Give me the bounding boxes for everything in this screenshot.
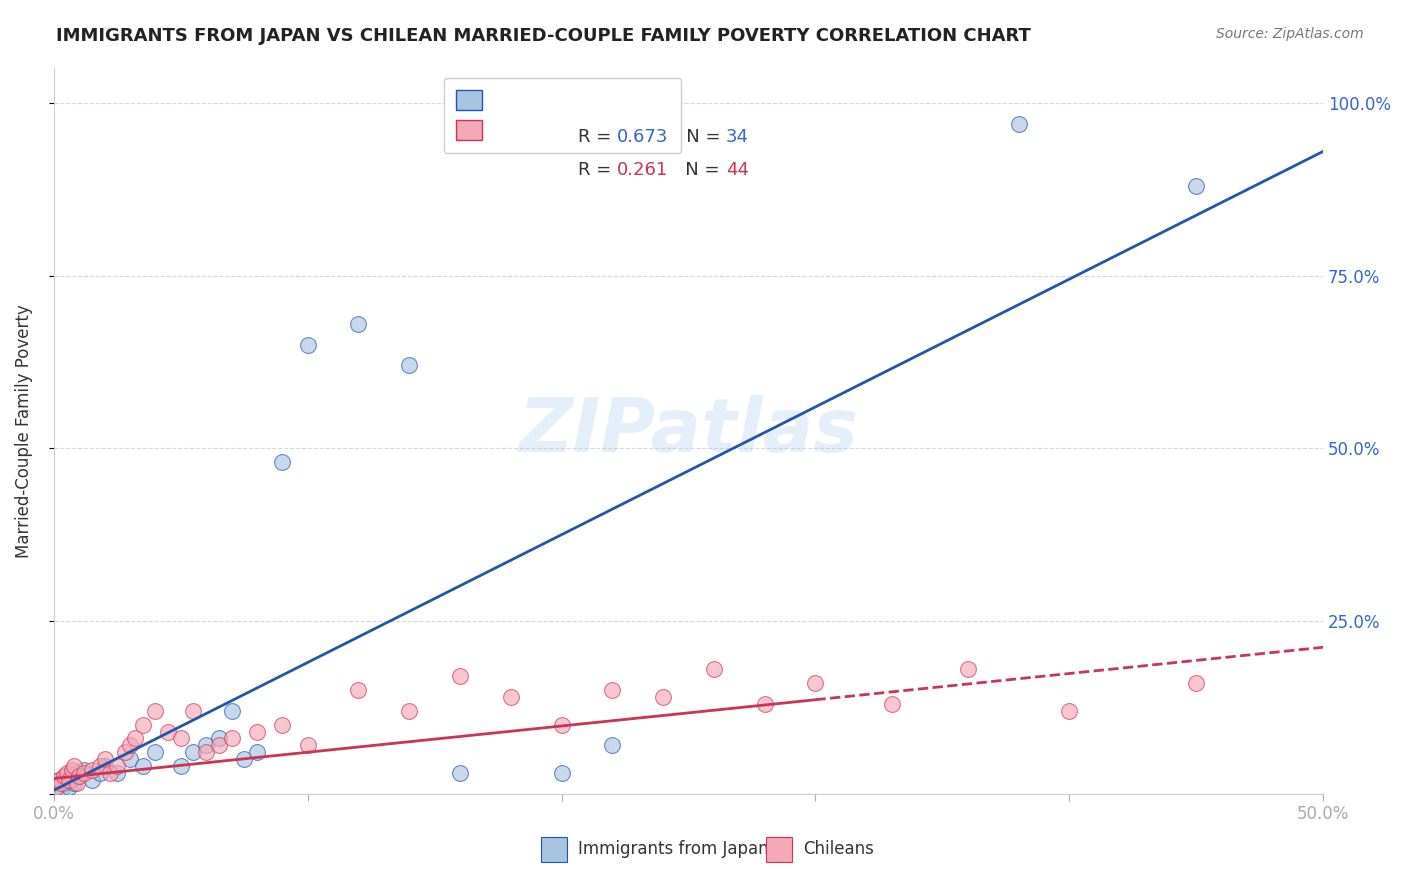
Point [602,739,624,753]
Legend:                               ,                               : , [444,78,681,153]
Text: N =: N = [668,128,725,146]
Point [55,766,77,780]
Point [297,739,319,753]
Text: Chileans: Chileans [803,840,873,858]
Y-axis label: Married-Couple Family Poverty: Married-Couple Family Poverty [15,304,32,558]
Point [208,731,231,746]
Point [145,745,167,759]
Point [93,752,115,766]
Point [73,766,96,780]
Point [1059,704,1081,718]
Point [67,769,90,783]
Point [449,766,471,780]
Point [703,662,725,676]
Text: ZIPatlas: ZIPatlas [519,394,859,467]
Point [53,769,76,783]
Point [398,359,420,373]
Text: 44: 44 [725,161,748,179]
Point [105,759,128,773]
Point [1007,117,1029,131]
Point [89,759,111,773]
Point [271,717,294,731]
Point [67,769,90,783]
Point [499,690,522,704]
Point [118,752,141,766]
Point [51,776,73,790]
Text: Immigrants from Japan: Immigrants from Japan [578,840,769,858]
Point [195,745,218,759]
Point [221,704,243,718]
Point [347,317,370,331]
Point [880,697,903,711]
Point [58,780,80,794]
Point [80,763,103,777]
Point [55,769,77,783]
Point [89,766,111,780]
Point [80,772,103,787]
Point [63,759,86,773]
Point [118,739,141,753]
Point [297,338,319,352]
Text: R =: R = [578,161,617,179]
Point [58,772,80,787]
Point [63,776,86,790]
Point [60,763,83,777]
Point [131,759,153,773]
Point [956,662,979,676]
Point [1185,676,1208,690]
Point [157,724,180,739]
Point [48,772,70,787]
Point [105,766,128,780]
Point [98,766,121,780]
Point [145,704,167,718]
Point [271,455,294,469]
Point [183,704,205,718]
Point [246,745,269,759]
Point [1185,178,1208,193]
Point [754,697,776,711]
Point [60,772,83,787]
Point [195,739,218,753]
Point [45,780,67,794]
FancyBboxPatch shape [766,837,792,862]
Point [602,683,624,698]
Point [398,704,420,718]
Point [170,731,193,746]
Text: 0.261: 0.261 [617,161,668,179]
Point [124,731,146,746]
Point [208,739,231,753]
Point [347,683,370,698]
Point [114,745,136,759]
Point [48,772,70,787]
Point [73,763,96,777]
Text: Source: ZipAtlas.com: Source: ZipAtlas.com [1216,27,1364,41]
Text: R =: R = [578,128,617,146]
Text: 34: 34 [725,128,749,146]
Point [550,717,572,731]
Point [66,766,89,780]
Point [449,669,471,683]
Text: N =: N = [668,161,725,179]
FancyBboxPatch shape [541,837,567,862]
Point [93,759,115,773]
Point [804,676,827,690]
Point [53,776,76,790]
Point [221,731,243,746]
Point [51,783,73,797]
Point [131,717,153,731]
Point [550,766,572,780]
Point [183,745,205,759]
Point [170,759,193,773]
Point [652,690,675,704]
Point [246,724,269,739]
Point [66,776,89,790]
Text: IMMIGRANTS FROM JAPAN VS CHILEAN MARRIED-COUPLE FAMILY POVERTY CORRELATION CHART: IMMIGRANTS FROM JAPAN VS CHILEAN MARRIED… [56,27,1031,45]
Point [233,752,256,766]
Text: 0.673: 0.673 [617,128,668,146]
Point [45,780,67,794]
